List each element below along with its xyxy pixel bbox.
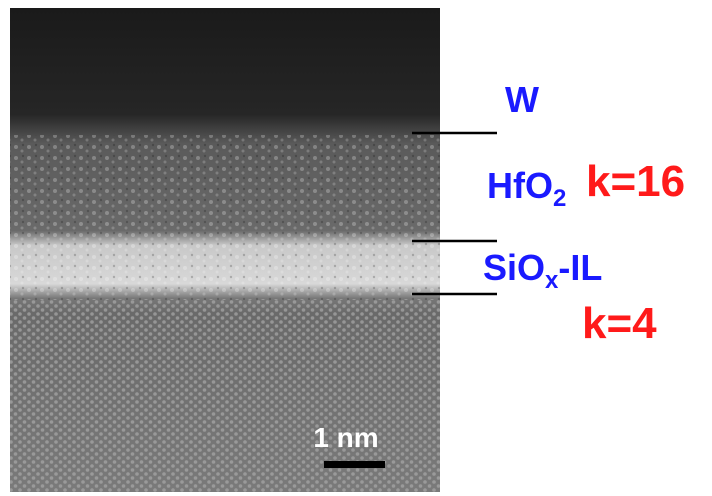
layer-label: W <box>505 79 539 120</box>
tem-image <box>10 8 440 492</box>
scale-bar <box>324 461 385 468</box>
figure: W HfO2 k=16 SiOx-IL k=4 1 nm <box>0 0 712 496</box>
k-label: k=16 <box>586 157 685 206</box>
layer-label: SiOx-IL <box>483 247 602 294</box>
layer-label: HfO2 <box>487 165 566 212</box>
scale-bar-label: 1 nm <box>313 422 378 453</box>
k-label: k=4 <box>582 299 657 348</box>
